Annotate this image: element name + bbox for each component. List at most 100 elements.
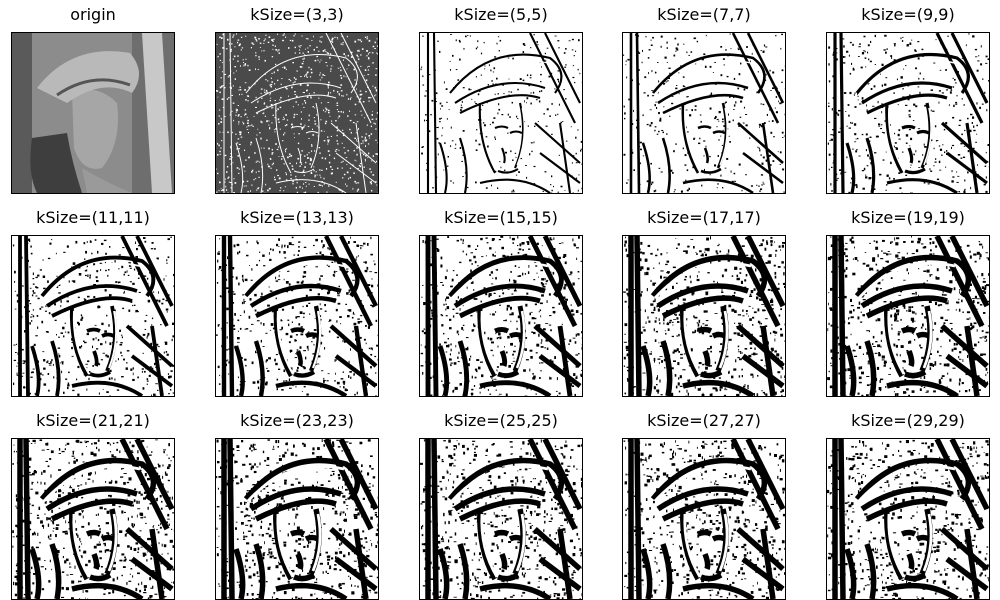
edge-speckle xyxy=(734,310,737,313)
edge-speckle xyxy=(890,277,893,279)
edge-speckle xyxy=(741,189,743,192)
edge-speckle xyxy=(524,253,528,256)
edge-speckle xyxy=(355,258,357,261)
edge-speckle xyxy=(723,394,727,396)
edge-speckle xyxy=(909,42,912,45)
edge-speckle xyxy=(281,244,283,248)
figure-panel: origin xyxy=(11,2,175,194)
edge-speckle xyxy=(300,333,304,336)
edge-speckle xyxy=(712,72,714,73)
edge-speckle xyxy=(706,247,710,252)
edge-speckle xyxy=(667,321,669,323)
edge-speckle xyxy=(369,181,372,184)
edge-speckle xyxy=(314,174,316,176)
edge-speckle xyxy=(963,189,965,192)
edge-speckle xyxy=(511,190,513,193)
edge-speckle xyxy=(869,136,872,138)
edge-speckle xyxy=(623,153,626,156)
edge-speckle xyxy=(546,108,549,111)
edge-speckle xyxy=(16,372,18,376)
edge-speckle xyxy=(528,248,531,250)
edge-speckle xyxy=(753,288,756,291)
edge-speckle xyxy=(941,375,945,377)
edge-speckle xyxy=(673,54,676,57)
edge-speckle xyxy=(675,238,677,239)
edge-map-image xyxy=(622,32,786,194)
edge-speckle xyxy=(910,167,911,168)
edge-speckle xyxy=(685,179,687,182)
edge-speckle xyxy=(739,272,742,274)
edge-speckle xyxy=(948,241,951,243)
edge-speckle xyxy=(430,284,433,286)
edge-speckle xyxy=(900,345,904,348)
edge-speckle xyxy=(370,366,372,369)
edge-speckle xyxy=(320,176,322,179)
edge-speckle xyxy=(327,291,330,295)
edge-speckle xyxy=(292,385,294,387)
edge-speckle xyxy=(870,162,872,165)
edge-speckle xyxy=(226,307,229,311)
edge-speckle xyxy=(346,164,348,165)
edge-speckle xyxy=(291,165,294,167)
edge-speckle xyxy=(370,183,373,185)
edge-speckle xyxy=(117,358,119,361)
edge-speckle xyxy=(372,347,373,351)
edge-speckle xyxy=(141,370,143,373)
edge-speckle xyxy=(354,79,356,81)
edge-speckle xyxy=(738,349,740,351)
edge-speckle xyxy=(716,187,718,189)
edge-speckle xyxy=(828,302,829,306)
edge-speckle xyxy=(735,326,739,327)
edge-speckle xyxy=(139,589,142,593)
edge-speckle xyxy=(317,59,319,61)
edge-speckle xyxy=(462,176,464,177)
edge-speckle xyxy=(446,344,449,348)
edge-speckle xyxy=(496,366,499,368)
edge-speckle xyxy=(693,37,696,40)
edge-speckle xyxy=(830,134,833,136)
edge-speckle xyxy=(81,345,83,348)
edge-stroke xyxy=(533,324,582,368)
edge-speckle xyxy=(356,88,357,90)
edge-speckle xyxy=(540,269,543,272)
edge-speckle xyxy=(672,324,674,326)
edge-speckle xyxy=(765,159,768,162)
edge-speckle xyxy=(370,304,372,306)
edge-speckle xyxy=(96,270,99,273)
edge-speckle xyxy=(676,282,678,284)
edge-speckle xyxy=(956,301,960,304)
edge-stroke xyxy=(542,236,582,308)
edge-speckle xyxy=(685,251,688,254)
edge-speckle xyxy=(47,331,49,333)
edge-speckle xyxy=(319,72,321,74)
edge-speckle xyxy=(774,334,776,336)
edge-speckle xyxy=(83,298,85,300)
edge-speckle xyxy=(671,335,674,338)
edge-speckle xyxy=(49,242,52,245)
edge-speckle xyxy=(730,48,732,50)
edge-speckle xyxy=(445,88,448,90)
edge-speckle xyxy=(526,388,529,390)
edge-speckle xyxy=(657,308,660,312)
edge-speckle xyxy=(737,357,740,359)
edge-speckle xyxy=(893,59,896,62)
edge-speckle xyxy=(836,177,839,179)
edge-speckle xyxy=(709,365,712,367)
edge-speckle xyxy=(151,242,154,244)
edge-stroke xyxy=(865,137,876,193)
edge-speckle xyxy=(854,141,857,143)
edge-speckle xyxy=(151,394,152,396)
edge-speckle xyxy=(860,321,862,323)
edge-speckle xyxy=(688,54,690,56)
edge-speckle xyxy=(138,500,140,504)
edge-speckle xyxy=(517,245,519,247)
edge-highlight xyxy=(719,107,728,166)
edge-speckle xyxy=(633,169,635,171)
edge-speckle xyxy=(301,35,303,37)
edge-speckle xyxy=(572,192,574,193)
edge-speckle xyxy=(83,340,85,342)
edge-speckle xyxy=(933,252,935,256)
edge-speckle xyxy=(291,236,294,239)
edge-speckle xyxy=(459,41,461,43)
edge-speckle xyxy=(368,135,371,137)
